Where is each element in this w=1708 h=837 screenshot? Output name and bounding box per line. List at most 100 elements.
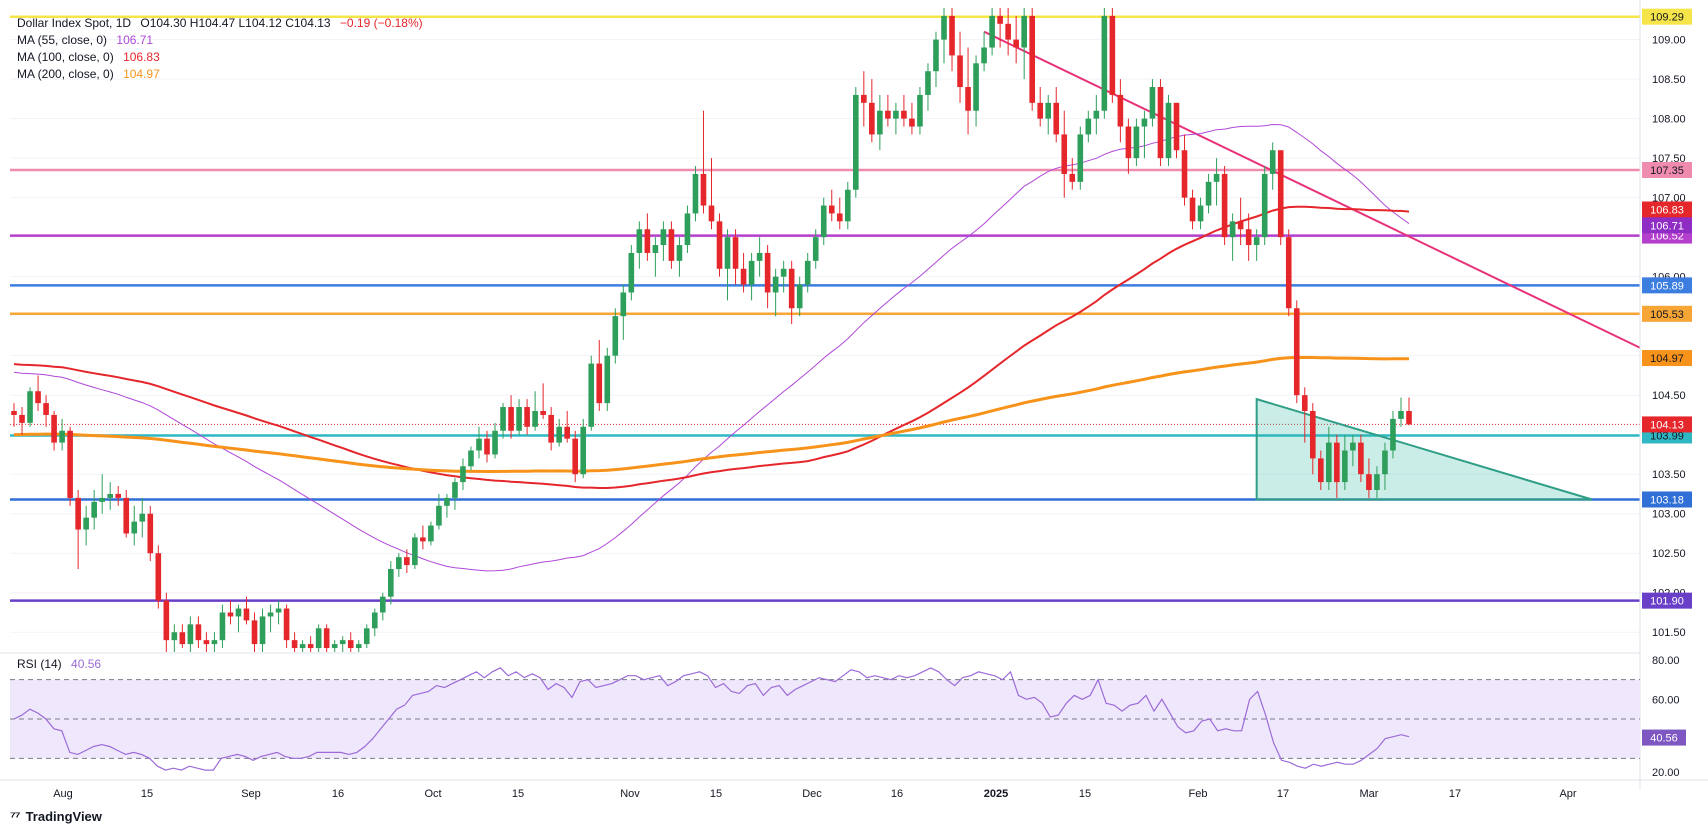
candle-up xyxy=(1141,118,1148,127)
candle-up xyxy=(989,15,995,48)
candle-up xyxy=(1253,237,1260,246)
price-label-text: 104.97 xyxy=(1650,353,1684,365)
candle-up xyxy=(235,608,242,617)
time-tick-label: Dec xyxy=(802,788,822,800)
candle-down xyxy=(123,497,130,534)
candle-down xyxy=(1406,410,1412,425)
candle-up xyxy=(1213,173,1220,182)
time-tick-label: Mar xyxy=(1360,788,1379,800)
ma55-legend[interactable]: MA (55, close, 0) 106.71 xyxy=(17,32,423,49)
candle-down xyxy=(484,438,490,455)
rsi-value-box xyxy=(1642,729,1686,746)
price-tick-label: 108.00 xyxy=(1652,114,1686,126)
time-tick-label: 17 xyxy=(1449,788,1461,800)
candle-up xyxy=(1093,110,1100,119)
time-tick-label: Oct xyxy=(424,788,441,800)
candle-up xyxy=(371,612,378,629)
candle-up xyxy=(652,245,659,253)
candle-up xyxy=(139,513,146,522)
candle-up xyxy=(780,268,787,277)
candle-up xyxy=(1149,87,1156,119)
chart-legend: Dollar Index Spot, 1D O104.30 H104.47 L1… xyxy=(17,15,423,83)
candle-down xyxy=(836,213,843,222)
candle-down xyxy=(1334,442,1340,483)
candle-up xyxy=(187,624,194,645)
candle-down xyxy=(1277,150,1284,238)
candle-up xyxy=(853,94,859,190)
candle-down xyxy=(203,640,210,645)
price-label-box xyxy=(1642,491,1692,508)
time-tick-label: 2025 xyxy=(984,788,1008,800)
candle-down xyxy=(957,55,963,88)
candle-down xyxy=(1069,173,1076,182)
ma200-line xyxy=(13,355,1409,473)
ma100-legend[interactable]: MA (100, close, 0) 106.83 xyxy=(17,49,423,66)
candle-down xyxy=(179,632,186,645)
candle-up xyxy=(1165,102,1172,159)
candle-up xyxy=(1205,181,1212,206)
candle-up xyxy=(620,292,627,317)
time-tick-label: 15 xyxy=(512,788,524,800)
candle-up xyxy=(388,569,394,597)
candle-down xyxy=(307,644,314,649)
candle-down xyxy=(700,173,707,206)
candle-down xyxy=(43,403,49,415)
candle-up xyxy=(804,260,811,285)
time-tick-label: Nov xyxy=(620,788,640,800)
candle-up xyxy=(500,407,506,431)
candle-down xyxy=(1189,197,1196,222)
ma200-label: MA (200, close, 0) xyxy=(17,67,114,81)
candle-up xyxy=(1374,474,1380,491)
price-label-box xyxy=(1642,201,1692,218)
ma200-legend[interactable]: MA (200, close, 0) 104.97 xyxy=(17,66,423,83)
ma100-line xyxy=(13,205,1410,489)
candle-up xyxy=(1229,221,1236,238)
candle-up xyxy=(331,644,338,649)
candle-up xyxy=(339,640,346,645)
candle-up xyxy=(428,525,434,542)
symbol-row[interactable]: Dollar Index Spot, 1D O104.30 H104.47 L1… xyxy=(17,15,423,32)
candle-down xyxy=(1285,237,1292,309)
price-tick-label: 104.50 xyxy=(1652,390,1686,402)
candle-down xyxy=(11,410,17,415)
candle-up xyxy=(532,410,538,427)
tradingview-logo-icon: ⁷⁷ xyxy=(10,808,21,824)
candle-up xyxy=(1269,150,1276,174)
candle-down xyxy=(1181,150,1188,198)
candle-down xyxy=(1013,39,1019,48)
candle-down xyxy=(1029,15,1035,103)
candle-up xyxy=(436,505,442,526)
rsi-tick-label: 60.00 xyxy=(1652,694,1680,706)
candle-up xyxy=(812,237,819,261)
candle-down xyxy=(732,237,739,269)
price-label-text: 104.13 xyxy=(1650,419,1684,431)
candle-up xyxy=(299,644,306,649)
brand-name: TradingView xyxy=(25,808,102,824)
candle-down xyxy=(508,407,514,431)
time-tick-label: 16 xyxy=(332,788,344,800)
time-axis[interactable]: Aug 15 Sep 16 Oct 15 Nov 15 Dec 16 2025 15 Feb 17 Mar 1… xyxy=(0,779,1708,800)
candle-up xyxy=(604,355,611,404)
candle-up xyxy=(933,39,939,72)
price-label-text: 106.83 xyxy=(1650,204,1684,216)
candle-down xyxy=(1037,102,1044,119)
candle-down xyxy=(828,205,835,214)
candle-up xyxy=(468,450,474,467)
tradingview-brand[interactable]: ⁷⁷ TradingView xyxy=(10,808,102,824)
candle-down xyxy=(251,620,258,645)
price-axis[interactable]: 109.00108.50108.00107.50107.00106.50106.… xyxy=(1639,0,1708,837)
time-tick-label: 15 xyxy=(141,788,153,800)
candle-down xyxy=(596,363,603,404)
candle-up xyxy=(1085,118,1092,135)
time-tick-label: Feb xyxy=(1189,788,1208,800)
candle-down xyxy=(35,391,41,404)
candle-down xyxy=(323,628,330,649)
price-tick-label: 109.00 xyxy=(1652,35,1686,47)
rsi-legend[interactable]: RSI (14) 40.56 xyxy=(17,657,101,671)
rsi-tick-label: 20.00 xyxy=(1652,767,1680,779)
price-label-box xyxy=(1642,217,1692,234)
candle-down xyxy=(901,110,907,119)
candle-down xyxy=(1221,173,1228,238)
candle-down xyxy=(1293,308,1300,396)
rsi-value: 40.56 xyxy=(71,657,102,671)
